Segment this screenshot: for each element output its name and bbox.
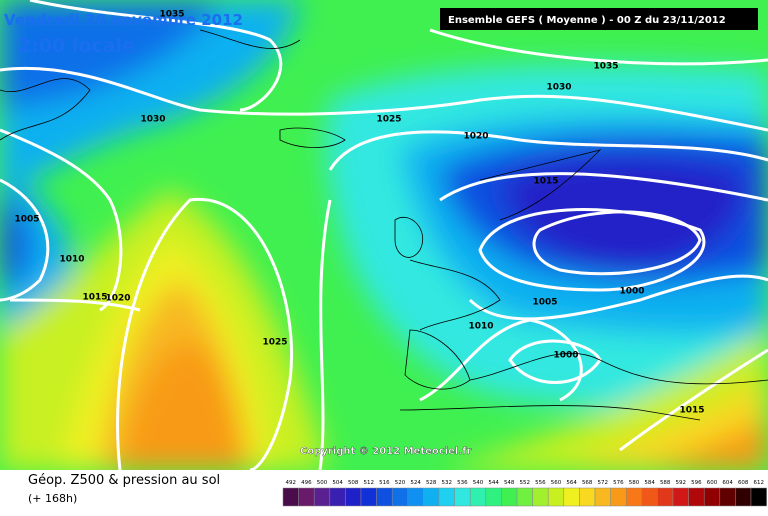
scale-label: 540 (473, 480, 484, 486)
scale-label: 564 (566, 480, 577, 486)
isobar-label: 1010 (59, 255, 84, 265)
geopotential-field (0, 0, 768, 470)
copyright: Copyright © 2012 Meteociel.fr (300, 446, 471, 457)
scale-swatch (563, 487, 580, 507)
scale-swatch (345, 487, 362, 507)
model-banner (440, 8, 758, 30)
scale-swatch (501, 487, 518, 507)
scale-label: 528 (426, 480, 437, 486)
isobar-label: 1005 (14, 215, 39, 225)
scale-label: 588 (660, 480, 671, 486)
scale-label: 532 (442, 480, 453, 486)
isobar-label: 1020 (463, 132, 488, 142)
isobar-label: 1020 (105, 294, 130, 304)
scale-label: 608 (738, 480, 749, 486)
footer-title: Géop. Z500 & pression au sol (28, 473, 220, 488)
model-info: Ensemble GEFS ( Moyenne ) - 00 Z du 23/1… (448, 15, 726, 26)
scale-label: 516 (379, 480, 390, 486)
scale-swatch (313, 487, 331, 507)
scale-swatch (423, 487, 440, 507)
scale-swatch (579, 487, 596, 507)
scale-label: 572 (598, 480, 609, 486)
forecast-date: Vendredi 30 novembre 2012 (4, 11, 243, 29)
scale-swatch (610, 487, 627, 507)
isobar-label: 1035 (159, 10, 184, 20)
scale-swatch (641, 487, 658, 507)
scale-swatch (391, 487, 409, 507)
scale-swatch (329, 487, 346, 507)
isobar-label: 1025 (262, 338, 287, 348)
scale-label: 520 (395, 480, 406, 486)
scale-label: 524 (410, 480, 421, 486)
scale-swatch (407, 487, 424, 507)
isobar-label: 1015 (533, 177, 558, 187)
isobar-label: 1000 (553, 351, 578, 361)
isobar-label: 1025 (376, 115, 401, 125)
scale-label: 504 (332, 480, 343, 486)
scale-label: 604 (722, 480, 733, 486)
scale-swatch (703, 487, 721, 507)
scale-swatch (688, 487, 705, 507)
isobar-label: 1015 (679, 406, 704, 416)
scale-label: 508 (348, 480, 359, 486)
scale-label: 552 (520, 480, 531, 486)
scale-label: 544 (488, 480, 499, 486)
footer-lead: (+ 168h) (28, 492, 77, 505)
forecast-time: 2:00 locale (18, 35, 135, 57)
scale-swatch (750, 487, 767, 507)
isobar-label: 1000 (619, 287, 644, 297)
scale-label: 512 (364, 480, 375, 486)
scale-swatch (454, 487, 471, 507)
isobar-label: 1005 (532, 298, 557, 308)
scale-swatch (485, 487, 502, 507)
isobar-label: 1030 (546, 83, 571, 93)
scale-swatch (438, 487, 455, 507)
scale-label: 576 (613, 480, 624, 486)
scale-swatch (547, 487, 565, 507)
scale-swatch (625, 487, 643, 507)
scale-swatch (516, 487, 533, 507)
scale-swatch (282, 487, 299, 507)
isobar-label: 1010 (468, 322, 493, 332)
isobar-label: 1015 (82, 293, 107, 303)
scale-label: 580 (629, 480, 640, 486)
scale-label: 548 (504, 480, 515, 486)
scale-swatch (532, 487, 549, 507)
scale-label: 596 (691, 480, 702, 486)
scale-label: 536 (457, 480, 468, 486)
scale-label: 556 (535, 480, 546, 486)
scale-label: 496 (301, 480, 312, 486)
color-scale: 492 496 500 504 508 512 516 520 524 528 532 536 540 5… (282, 480, 767, 507)
scale-label: 612 (754, 480, 765, 486)
isobars (0, 0, 768, 470)
scale-swatch (360, 487, 377, 507)
scale-label: 600 (707, 480, 718, 486)
scale-label: 560 (551, 480, 562, 486)
isobar-label: 1030 (140, 115, 165, 125)
scale-label: 592 (676, 480, 687, 486)
scale-swatch (298, 487, 315, 507)
scale-label: 568 (582, 480, 593, 486)
scale-swatch (376, 487, 393, 507)
scale-swatch (672, 487, 689, 507)
scale-swatch (719, 487, 736, 507)
scale-swatch (594, 487, 611, 507)
scale-label: 500 (317, 480, 328, 486)
coastlines (0, 29, 768, 421)
scale-swatch (735, 487, 752, 507)
scale-swatch (657, 487, 674, 507)
scale-label: 584 (644, 480, 655, 486)
scale-swatch (469, 487, 487, 507)
isobar-label: 1035 (593, 62, 618, 72)
scale-label: 492 (286, 480, 297, 486)
